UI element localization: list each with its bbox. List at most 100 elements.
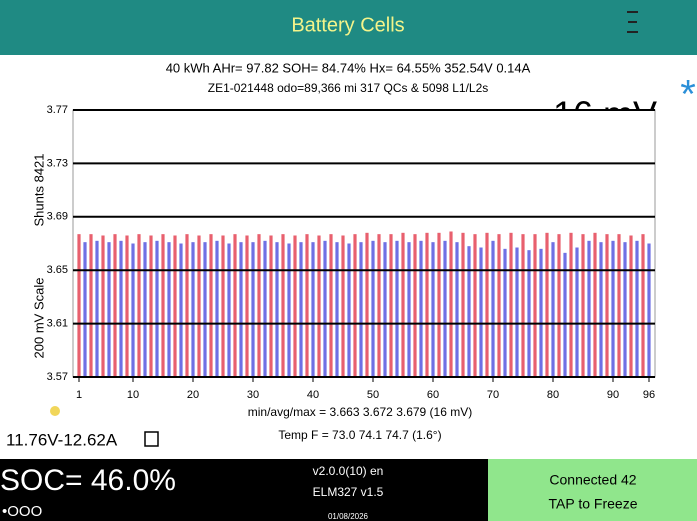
soc: SOC= 46.0% [0,464,176,497]
cell-bar [503,248,507,377]
aux-voltage: 11.76V-12.62A [6,430,118,449]
cell-bar [569,232,573,377]
plot-area [72,109,656,378]
y-axis-label: 200 mV Scale [31,278,46,359]
cell-bar [467,246,471,377]
x-tick-label: 20 [187,389,199,401]
cell-bar [293,235,297,377]
cell-bar [137,234,141,377]
cell-bar [419,240,423,377]
cell-bar [119,240,123,377]
cell-bar [131,243,135,377]
cell-bar [605,234,609,377]
cell-bar [647,243,651,377]
cell-bar [377,234,381,377]
cell-bar [371,240,375,377]
cell-bar [365,232,369,377]
cell-bar [305,234,309,377]
cell-bar [125,235,129,377]
cell-bar [527,250,531,377]
cell-bar [77,234,81,377]
cell-bar [509,232,513,377]
cell-bar [389,234,393,377]
cell-bar [491,240,495,377]
cell-bar [263,240,267,377]
cell-bar [401,232,405,377]
connect-panel[interactable] [488,459,697,521]
tap-freeze: TAP to Freeze [549,496,638,512]
cell-bar [395,240,399,377]
cell-bar [485,232,489,377]
y-tick-label: 3.77 [47,104,68,116]
cell-bar [191,242,195,377]
cell-bar [311,242,315,377]
cell-bar [257,234,261,377]
x-tick-label: 1 [76,389,82,401]
cell-bar [611,240,615,377]
cell-bar [353,234,357,377]
y-tick-label: 3.61 [47,318,68,330]
y-tick-label: 3.69 [47,211,68,223]
x-tick-label: 80 [547,389,559,401]
y-tick-label: 3.73 [47,157,68,169]
cell-bar [515,247,519,377]
version: v2.0.0(10) en [313,464,384,478]
cell-bar [575,247,579,377]
cell-bar [197,235,201,377]
cell-bar [347,243,351,377]
cell-bar [245,235,249,377]
cell-bar [557,234,561,377]
cell-bar [209,234,213,377]
cell-bar [317,235,321,377]
x-tick-label: 70 [487,389,499,401]
cell-bar [623,242,627,377]
cell-bar [533,234,537,377]
cell-bar [149,235,153,377]
cell-bar [89,234,93,377]
cell-bar [233,234,237,377]
cell-bar [479,247,483,377]
adapter: ELM327 v1.5 [313,485,384,499]
cell-bar [95,240,99,377]
cell-bar [629,235,633,377]
cell-bar [107,242,111,377]
cell-bar [113,234,117,377]
cell-bar [551,242,555,377]
cell-bar [179,243,183,377]
x-tick-label: 30 [247,389,259,401]
cell-bar [251,242,255,377]
cell-bar [521,234,525,377]
cell-bar [185,234,189,377]
cell-bar [329,234,333,377]
cell-bar [341,235,345,377]
x-tick-label: 40 [307,389,319,401]
header-title: Battery Cells [291,14,404,36]
cell-bar [443,240,447,377]
cell-bar [587,240,591,377]
calendar-icon[interactable] [144,431,159,447]
cell-bar [155,240,159,377]
cell-bar [581,234,585,377]
footer-bar [0,459,488,521]
cell-bar [269,235,273,377]
star-icon[interactable]: * [680,73,696,117]
cell-bar [161,234,165,377]
x-tick-label: 60 [427,389,439,401]
cell-bar [299,242,303,377]
cell-bar [227,243,231,377]
cell-bar [563,252,567,377]
cell-bar [413,234,417,377]
y-tick-label: 3.65 [47,264,68,276]
cell-bar [425,232,429,377]
cell-bar [203,242,207,377]
cell-bar [323,240,327,377]
cell-bar [359,242,363,377]
cell-bar [539,248,543,377]
bulb-icon[interactable] [50,406,60,416]
cell-bar [143,242,147,377]
cell-bar [461,232,465,377]
menu-icon[interactable] [627,11,638,33]
connected: Connected 42 [549,472,636,488]
cell-bar [599,242,603,377]
plot: 3.57 3.61 3.65 3.69 3.73 3.77 1 10 20 30 40 50 60 70 8… [47,104,656,401]
